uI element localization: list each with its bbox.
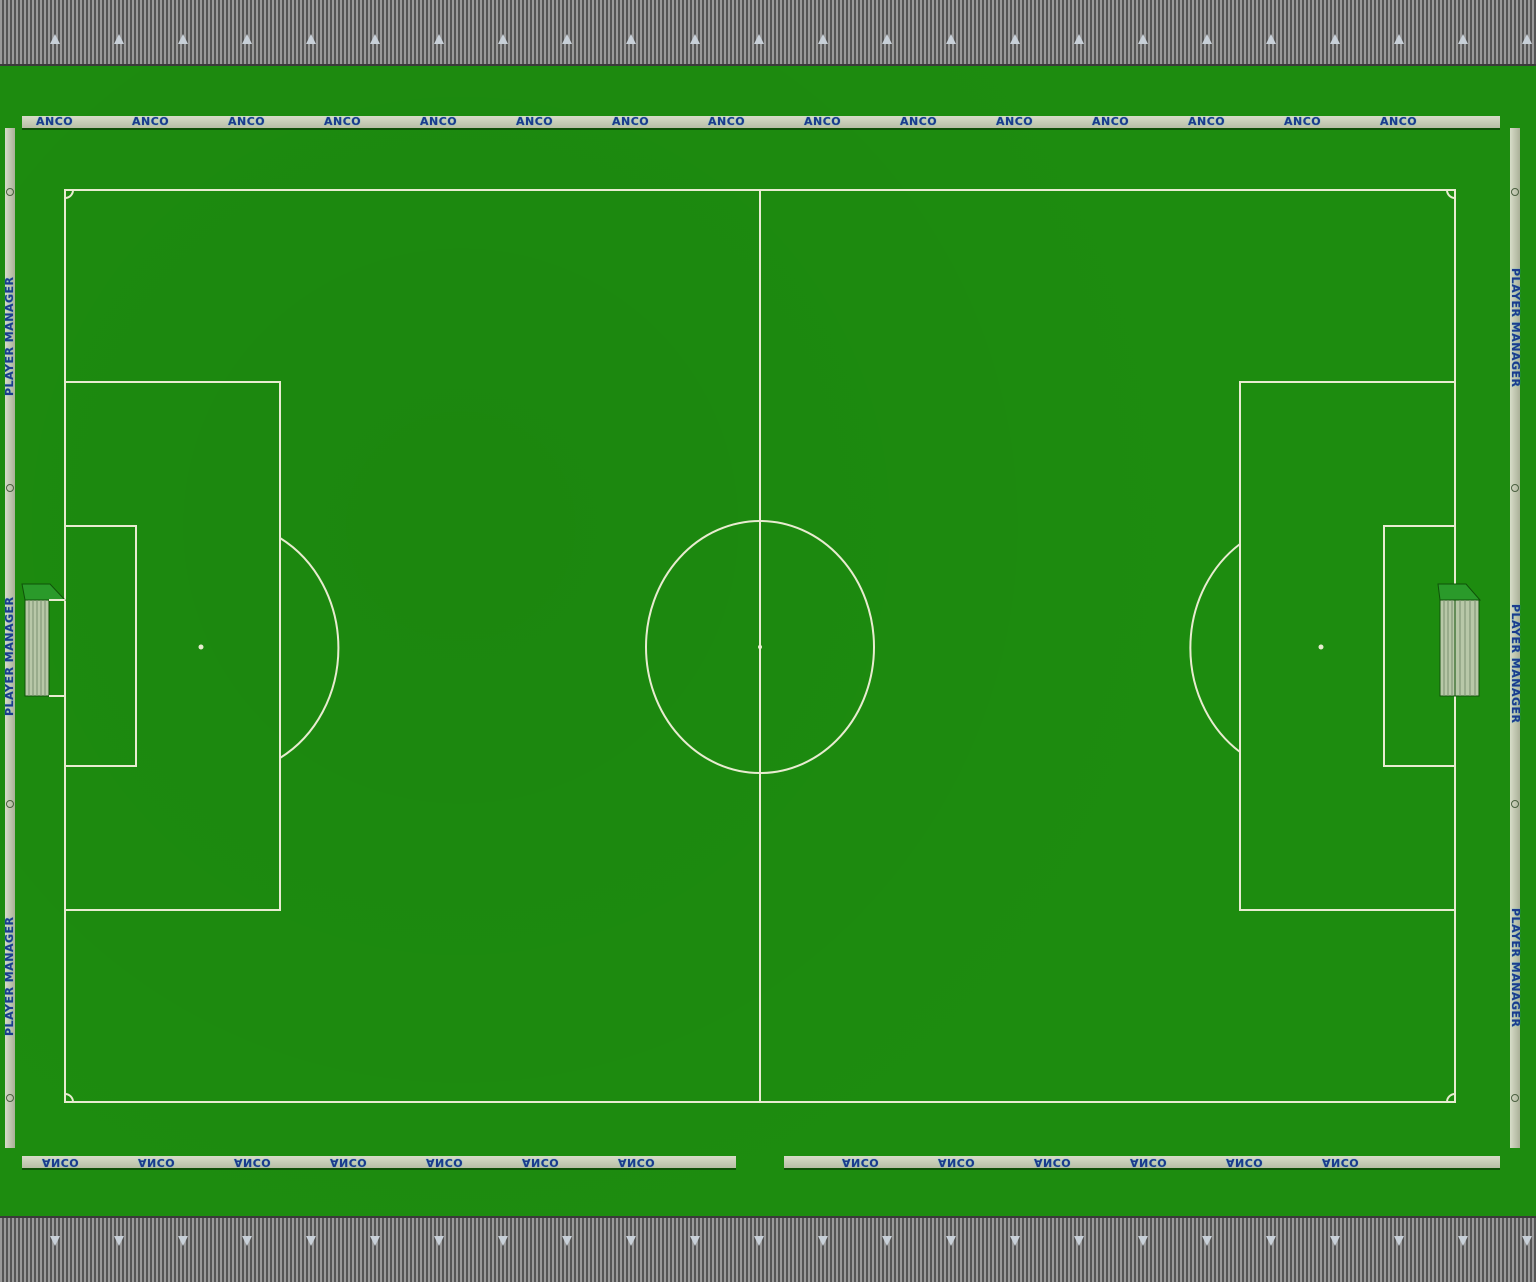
- bottom-right-ad-board: ANCO ANCO ANCO ANCO ANCO ANCO: [784, 1156, 1500, 1169]
- spectator-marker-icon: [1394, 34, 1404, 44]
- left-goal: [21, 583, 67, 697]
- corner-arc-bottom-left: [64, 1093, 74, 1103]
- spectator-marker-icon: [370, 34, 380, 44]
- spectator-marker-icon: [50, 1236, 60, 1246]
- spectator-marker-icon: [690, 34, 700, 44]
- spectator-marker-icon: [1522, 1236, 1532, 1246]
- spectator-marker-icon: [626, 1236, 636, 1246]
- bottom-left-ad-board: ANCO ANCO ANCO ANCO ANCO ANCO ANCO: [22, 1156, 736, 1169]
- spectator-marker-icon: [1330, 1236, 1340, 1246]
- corner-arc-top-right: [1446, 189, 1456, 199]
- spectator-marker-icon: [562, 1236, 572, 1246]
- spectator-marker-icon: [242, 1236, 252, 1246]
- ad-board-text: ANCO: [612, 115, 650, 128]
- spectator-marker-icon: [114, 34, 124, 44]
- ad-board-text: ANCO: [324, 115, 362, 128]
- spectator-marker-icon: [50, 34, 60, 44]
- board-marker-icon: [1511, 484, 1519, 492]
- spectator-marker-icon: [370, 1236, 380, 1246]
- board-marker-icon: [1511, 1094, 1519, 1102]
- spectator-marker-icon: [1458, 34, 1468, 44]
- spectator-marker-icon: [178, 1236, 188, 1246]
- spectator-marker-icon: [754, 1236, 764, 1246]
- spectator-marker-icon: [1010, 34, 1020, 44]
- spectator-marker-icon: [114, 1236, 124, 1246]
- spectator-marker-icon: [1074, 1236, 1084, 1246]
- corner-arc-top-left: [64, 189, 74, 199]
- spectator-marker-icon: [626, 34, 636, 44]
- left-penalty-area: [64, 381, 281, 911]
- left-goal-area: [64, 525, 137, 767]
- spectator-marker-icon: [306, 34, 316, 44]
- spectator-marker-icon: [1394, 1236, 1404, 1246]
- left-penalty-arc: [279, 537, 340, 759]
- ad-board-text: ANCO: [1284, 115, 1322, 128]
- spectator-marker-icon: [178, 34, 188, 44]
- centre-spot: [758, 645, 762, 649]
- spectator-marker-icon: [818, 34, 828, 44]
- spectator-marker-icon: [946, 1236, 956, 1246]
- spectator-marker-icon: [1010, 1236, 1020, 1246]
- ad-board-text: ANCO: [228, 115, 266, 128]
- spectator-marker-icon: [882, 34, 892, 44]
- spectator-marker-icon: [1266, 34, 1276, 44]
- board-marker-icon: [1511, 188, 1519, 196]
- ad-board-text: ANCO: [1188, 115, 1226, 128]
- right-ad-board: PLAYER MANAGER PLAYER MANAGER PLAYER MANAG…: [1509, 128, 1522, 1148]
- spectator-marker-icon: [1522, 34, 1532, 44]
- right-goal: [1437, 583, 1482, 697]
- ad-board-text: ANCO: [132, 115, 170, 128]
- left-ad-board: PLAYER MANAGER PLAYER MANAGER PLAYER MANAG…: [3, 128, 16, 1148]
- spectator-marker-icon: [946, 34, 956, 44]
- spectator-marker-icon: [882, 1236, 892, 1246]
- spectator-marker-icon: [1458, 1236, 1468, 1246]
- ad-board-text: ANCO: [996, 115, 1034, 128]
- top-ad-board: ANCO ANCO ANCO ANCO ANCO ANCO ANCO ANCO ANCO ANCO…: [22, 115, 1500, 128]
- ad-board-text: ANCO: [516, 115, 554, 128]
- bottom-stand: [0, 1216, 1536, 1282]
- board-marker-icon: [6, 800, 14, 808]
- board-marker-icon: [6, 1094, 14, 1102]
- spectator-marker-icon: [1202, 1236, 1212, 1246]
- ad-board-text: ANCO: [708, 115, 746, 128]
- spectator-marker-icon: [690, 1236, 700, 1246]
- pitch-surround: [0, 66, 1536, 1216]
- spectator-marker-icon: [1138, 34, 1148, 44]
- ad-board-text: ANCO: [1380, 115, 1418, 128]
- spectator-marker-icon: [434, 34, 444, 44]
- spectator-marker-icon: [562, 34, 572, 44]
- ad-board-text: ANCO: [420, 115, 458, 128]
- board-marker-icon: [6, 188, 14, 196]
- spectator-marker-icon: [818, 1236, 828, 1246]
- spectator-marker-icon: [1330, 34, 1340, 44]
- board-marker-icon: [1511, 800, 1519, 808]
- spectator-marker-icon: [1074, 34, 1084, 44]
- board-marker-icon: [6, 484, 14, 492]
- right-penalty-spot: [1318, 644, 1324, 650]
- left-penalty-spot: [198, 644, 204, 650]
- ad-board-text: ANCO: [900, 115, 938, 128]
- spectator-marker-icon: [306, 1236, 316, 1246]
- ad-board-text: ANCO: [36, 115, 74, 128]
- spectator-marker-icon: [754, 34, 764, 44]
- spectator-marker-icon: [498, 34, 508, 44]
- right-penalty-arc: [1189, 543, 1241, 753]
- spectator-marker-icon: [1266, 1236, 1276, 1246]
- corner-arc-bottom-right: [1446, 1093, 1456, 1103]
- ad-board-text: ANCO: [1092, 115, 1130, 128]
- spectator-marker-icon: [1138, 1236, 1148, 1246]
- top-stand: [0, 0, 1536, 66]
- spectator-marker-icon: [1202, 34, 1212, 44]
- centre-circle: [645, 520, 875, 774]
- spectator-marker-icon: [242, 34, 252, 44]
- ad-board-text: ANCO: [804, 115, 842, 128]
- spectator-marker-icon: [434, 1236, 444, 1246]
- spectator-marker-icon: [498, 1236, 508, 1246]
- right-penalty-area: [1239, 381, 1456, 911]
